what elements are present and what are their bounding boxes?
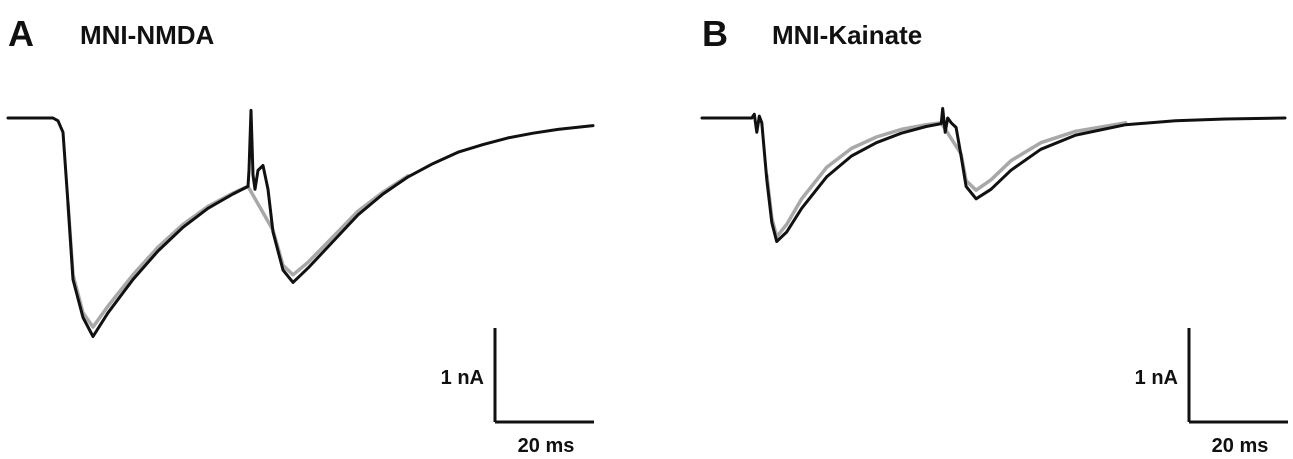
traces-group — [700, 107, 1287, 243]
scalebar-y-label: 1 nA — [441, 367, 484, 389]
trace-black — [700, 107, 1287, 243]
trace-gray — [765, 121, 1128, 239]
scalebar: 1 nA 20 ms — [441, 328, 594, 457]
panel-title: MNI-NMDA — [80, 20, 215, 50]
scalebar-x-label: 20 ms — [1212, 435, 1269, 457]
scalebar: 1 nA 20 ms — [1135, 328, 1288, 457]
traces-group — [6, 108, 595, 338]
trace-gray — [66, 174, 410, 329]
panel-b: B MNI-Kainate 1 nA 20 ms — [700, 13, 1288, 457]
panel-a: A MNI-NMDA 1 nA 20 ms — [6, 13, 595, 457]
scalebar-x-label: 20 ms — [518, 435, 575, 457]
scalebar-y-label: 1 nA — [1135, 367, 1178, 389]
panel-letter: A — [8, 13, 34, 54]
panel-title: MNI-Kainate — [772, 20, 922, 50]
trace-black — [6, 108, 595, 338]
panel-letter: B — [702, 13, 728, 54]
